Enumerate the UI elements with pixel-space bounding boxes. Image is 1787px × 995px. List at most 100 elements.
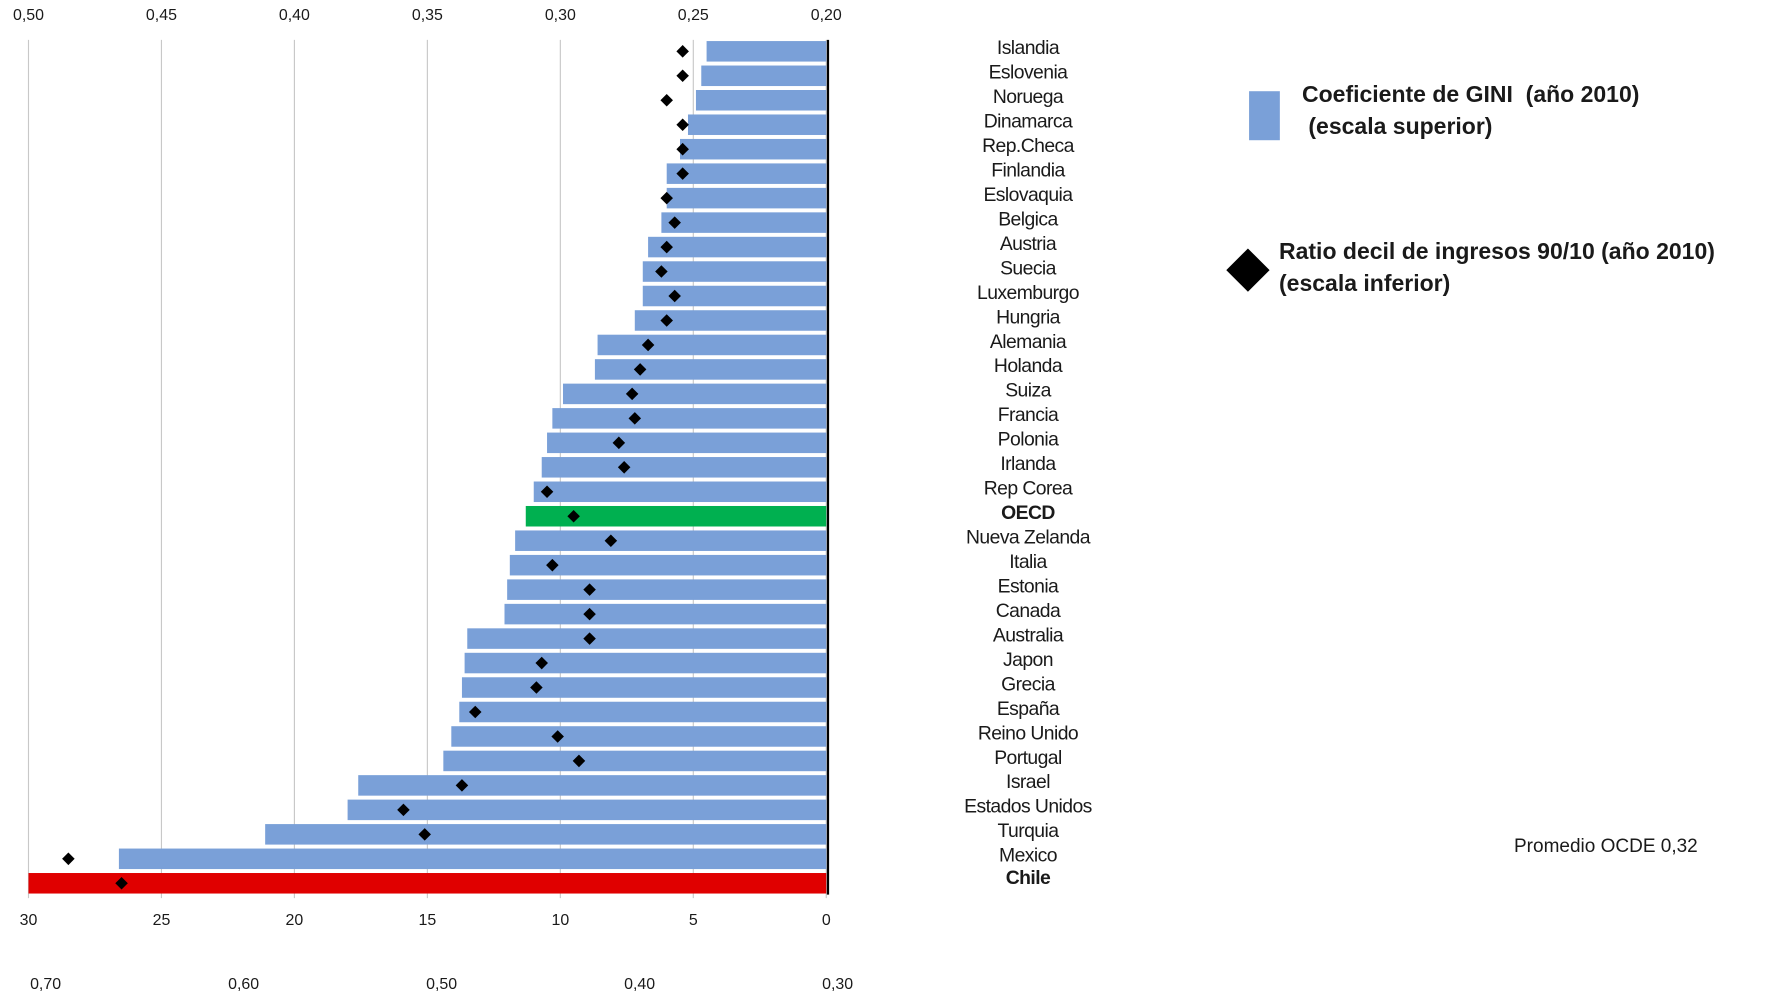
legend-swatch [1249, 91, 1280, 141]
y-tick-label: Dinamarca [984, 111, 1073, 133]
bar [461, 677, 827, 698]
bar [541, 457, 827, 478]
diamond-marker [612, 436, 626, 450]
x3-tick-label: 0,40 [624, 976, 655, 993]
bar [28, 873, 827, 894]
diamond-marker [633, 363, 647, 376]
bar [118, 848, 827, 870]
bar [706, 41, 827, 62]
bar [525, 505, 827, 527]
y-tick-label: Mexico [999, 845, 1057, 867]
x-tick-label: 0,20 [811, 7, 842, 24]
diamond-marker [468, 705, 482, 719]
bar [464, 652, 827, 674]
bar [509, 554, 827, 576]
x2-tick-label: 5 [689, 912, 698, 929]
legend-swatch [1226, 248, 1270, 292]
bar [594, 359, 827, 380]
y-tick-label: Japon [1003, 649, 1053, 671]
diamond-marker [604, 534, 618, 547]
bar [504, 603, 827, 625]
y-tick-label: Turquia [998, 820, 1060, 842]
bar [459, 701, 827, 723]
x-tick-label: 0,40 [279, 7, 310, 24]
diamond-marker [567, 509, 580, 523]
bar [533, 481, 827, 503]
diamond-marker [660, 314, 673, 327]
y-tick-label: Eslovenia [989, 62, 1069, 84]
diamond-marker [546, 558, 559, 572]
bar [451, 726, 827, 747]
diamond-marker [668, 289, 681, 303]
y-tick-label: Holanda [994, 355, 1063, 377]
x-tick-label: 0,45 [146, 7, 177, 24]
bar [648, 236, 827, 258]
x2-tick-label: 20 [286, 912, 304, 929]
y-tick-label: Israel [1006, 771, 1050, 793]
y-tick-label: Polonia [998, 429, 1059, 451]
bar [666, 187, 827, 209]
y-tick-label: Finlandia [991, 159, 1065, 181]
bar [695, 90, 827, 111]
bar [547, 432, 827, 454]
x2-tick-label: 10 [551, 912, 569, 929]
bar [634, 310, 827, 331]
diamond-marker [572, 754, 586, 768]
y-tick-label: Canada [996, 600, 1061, 622]
y-tick-label: Suiza [1005, 380, 1051, 402]
bar [507, 579, 827, 600]
bar [443, 750, 827, 772]
annotation: Promedio OCDE 0,32 [1514, 836, 1698, 857]
x-tick-label: 0,50 [13, 7, 44, 24]
y-tick-label: Australia [993, 624, 1064, 646]
bar [642, 285, 827, 307]
bar [661, 212, 827, 233]
x2-tick-label: 15 [419, 912, 437, 929]
y-tick-label: Rep.Checa [982, 135, 1075, 157]
diamond-marker [676, 142, 689, 156]
x-tick-label: 0,35 [412, 7, 443, 24]
y-tick-label: Noruega [993, 86, 1064, 108]
diamond-marker [551, 730, 564, 743]
y-tick-label: Luxemburgo [977, 282, 1079, 304]
y-tick-label: Irlanda [1000, 453, 1056, 475]
diamond-marker [628, 412, 642, 425]
x-tick-label: 0,30 [545, 7, 576, 24]
y-tick-label: Estados Unidos [964, 796, 1092, 818]
y-tick-label: Eslovaquia [983, 184, 1073, 206]
bar [597, 334, 827, 356]
diamond-marker [62, 852, 75, 866]
bar [515, 530, 827, 551]
y-tick-label: Estonia [998, 575, 1059, 597]
bar [347, 799, 827, 821]
diamond-marker [115, 877, 128, 890]
diamond-marker [676, 45, 689, 58]
y-tick-label: Islandia [997, 37, 1060, 59]
x2-tick-label: 0 [822, 912, 831, 929]
bar [562, 383, 827, 405]
x2-tick-label: 30 [20, 912, 38, 929]
diamond-marker [641, 338, 655, 352]
x2-tick-label: 25 [153, 912, 171, 929]
x3-tick-label: 0,30 [822, 976, 853, 993]
x3-tick-label: 0,50 [426, 976, 457, 993]
y-tick-label: OECD [1001, 502, 1055, 524]
bar [701, 65, 827, 87]
diamond-marker [655, 265, 668, 278]
diamond-marker [676, 167, 689, 180]
y-tick-label: Italia [1009, 551, 1047, 573]
bar [552, 408, 827, 429]
diamond-marker [660, 191, 673, 205]
y-tick-label: Belgica [998, 208, 1058, 230]
diamond-marker [455, 779, 469, 792]
diamond-marker [583, 583, 596, 596]
legend-label: Ratio decil de ingresos 90/10 (año 2010)… [1279, 238, 1715, 296]
diamond-marker [418, 828, 431, 841]
diamond-marker [660, 240, 673, 254]
diamond-marker [625, 387, 639, 401]
y-tick-label: Grecia [1001, 673, 1055, 695]
y-tick-label: Rep Corea [984, 478, 1073, 500]
y-tick-label: España [997, 698, 1060, 720]
legend-label: Coeficiente de GINI (año 2010) (escala s… [1302, 81, 1640, 139]
